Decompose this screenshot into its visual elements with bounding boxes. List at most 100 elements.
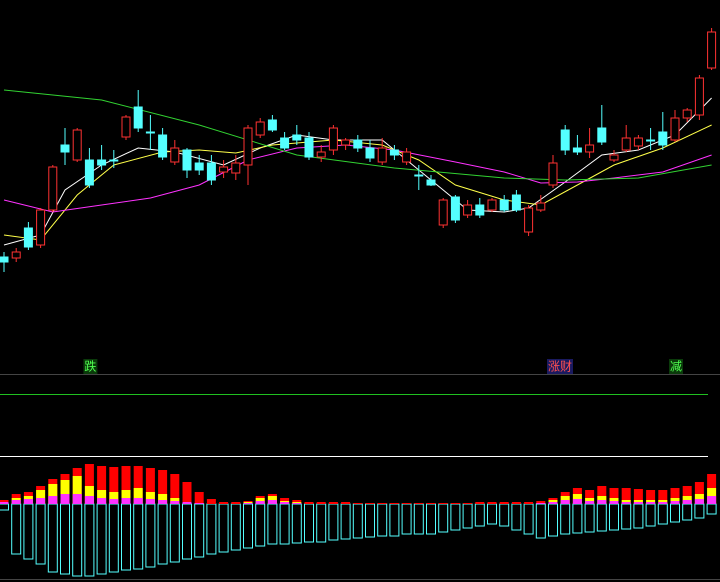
candle-body — [646, 139, 656, 142]
candle-body — [231, 162, 241, 174]
indicator-bar — [450, 503, 460, 504]
indicator-bar — [219, 502, 229, 504]
indicator-bar — [438, 503, 448, 504]
annotation-bg — [547, 359, 573, 374]
candle-body — [499, 199, 509, 211]
indicator-bar — [11, 500, 21, 504]
indicator-bar — [694, 499, 704, 504]
indicator-bar — [536, 501, 546, 504]
candle-body — [60, 144, 70, 153]
indicator-bar — [646, 490, 656, 504]
annotation-label: 涨财 — [548, 359, 572, 374]
indicator-bar — [133, 466, 143, 504]
candle-body — [450, 196, 460, 221]
indicator-bar — [621, 502, 631, 504]
candle-body — [109, 159, 119, 162]
indicator-bar — [121, 466, 131, 504]
indicator-bar — [414, 503, 424, 504]
candle-body — [633, 137, 643, 147]
candle-body — [36, 209, 46, 246]
candle-body — [48, 166, 58, 211]
candle-body — [365, 147, 375, 159]
candle-body — [194, 162, 204, 171]
candle-body — [572, 147, 582, 153]
candle-body — [328, 127, 338, 151]
annotation: 涨财 — [547, 359, 573, 374]
candle-body — [255, 121, 265, 136]
candle-body — [243, 127, 253, 166]
indicator-bar — [609, 488, 619, 504]
indicator-bar — [585, 490, 595, 504]
indicator-bar — [48, 484, 58, 504]
indicator-bar — [255, 501, 265, 504]
indicator-bar — [646, 502, 656, 504]
indicator-bar — [158, 494, 168, 504]
indicator-bar — [170, 474, 180, 504]
indicator-bar — [23, 499, 33, 504]
indicator-panel — [0, 464, 717, 577]
candle-body — [414, 174, 424, 177]
candle-body — [402, 151, 412, 163]
candle-body — [292, 134, 302, 141]
candle-body — [511, 194, 521, 211]
candle-body — [304, 137, 314, 158]
price-panel: 跌 涨财 减 — [0, 28, 717, 374]
candle-body — [658, 131, 668, 146]
candle-body — [694, 77, 704, 116]
indicator-bar — [707, 496, 717, 504]
indicator-bar — [328, 502, 338, 504]
candle-body — [682, 109, 692, 119]
indicator-bar — [511, 502, 521, 504]
candle-body — [145, 131, 155, 134]
indicator-bar — [597, 486, 607, 504]
candle-body — [560, 129, 570, 151]
candle-body — [707, 31, 717, 69]
indicator-bar — [36, 490, 46, 504]
indicator-bar — [206, 499, 216, 504]
candle-body — [182, 149, 192, 171]
indicator-bar — [72, 494, 82, 504]
indicator-bar — [633, 502, 643, 504]
indicator-bar — [536, 503, 546, 504]
indicator-bar — [389, 503, 399, 504]
indicator-bar — [0, 502, 9, 504]
indicator-bar — [267, 500, 277, 504]
candle-body — [133, 106, 143, 129]
annotation-bg — [83, 359, 98, 374]
indicator-bar — [463, 503, 473, 504]
indicator-bar — [694, 482, 704, 504]
indicator-bar — [341, 502, 351, 504]
indicator-bar — [48, 496, 58, 504]
candle-body — [548, 162, 558, 186]
indicator-bar — [682, 486, 692, 504]
indicator-bar — [121, 498, 131, 504]
candle-body — [72, 129, 82, 161]
indicator-bar — [243, 503, 253, 504]
indicator-bar — [304, 502, 314, 504]
candle-body — [23, 227, 33, 248]
candle-body — [158, 134, 168, 158]
indicator-bar — [597, 500, 607, 504]
indicator-bar — [292, 503, 302, 504]
indicator-bar — [585, 501, 595, 504]
candle-body — [536, 202, 546, 211]
candle-body — [585, 144, 595, 153]
indicator-bar — [402, 503, 412, 504]
indicator-bar — [84, 486, 94, 504]
indicator-bar — [231, 502, 241, 504]
candle-body — [341, 139, 351, 146]
candle-body — [280, 137, 290, 149]
indicator-bar — [182, 502, 192, 504]
candle-body — [389, 149, 399, 156]
indicator-bar — [194, 492, 204, 504]
candle-body — [524, 207, 534, 233]
indicator-bar — [121, 490, 131, 504]
candle-body — [353, 139, 363, 149]
indicator-bar — [145, 499, 155, 504]
candle-body — [97, 159, 107, 166]
indicator-bar — [97, 490, 107, 504]
indicator-bar — [670, 488, 680, 504]
indicator-bar — [426, 503, 436, 504]
